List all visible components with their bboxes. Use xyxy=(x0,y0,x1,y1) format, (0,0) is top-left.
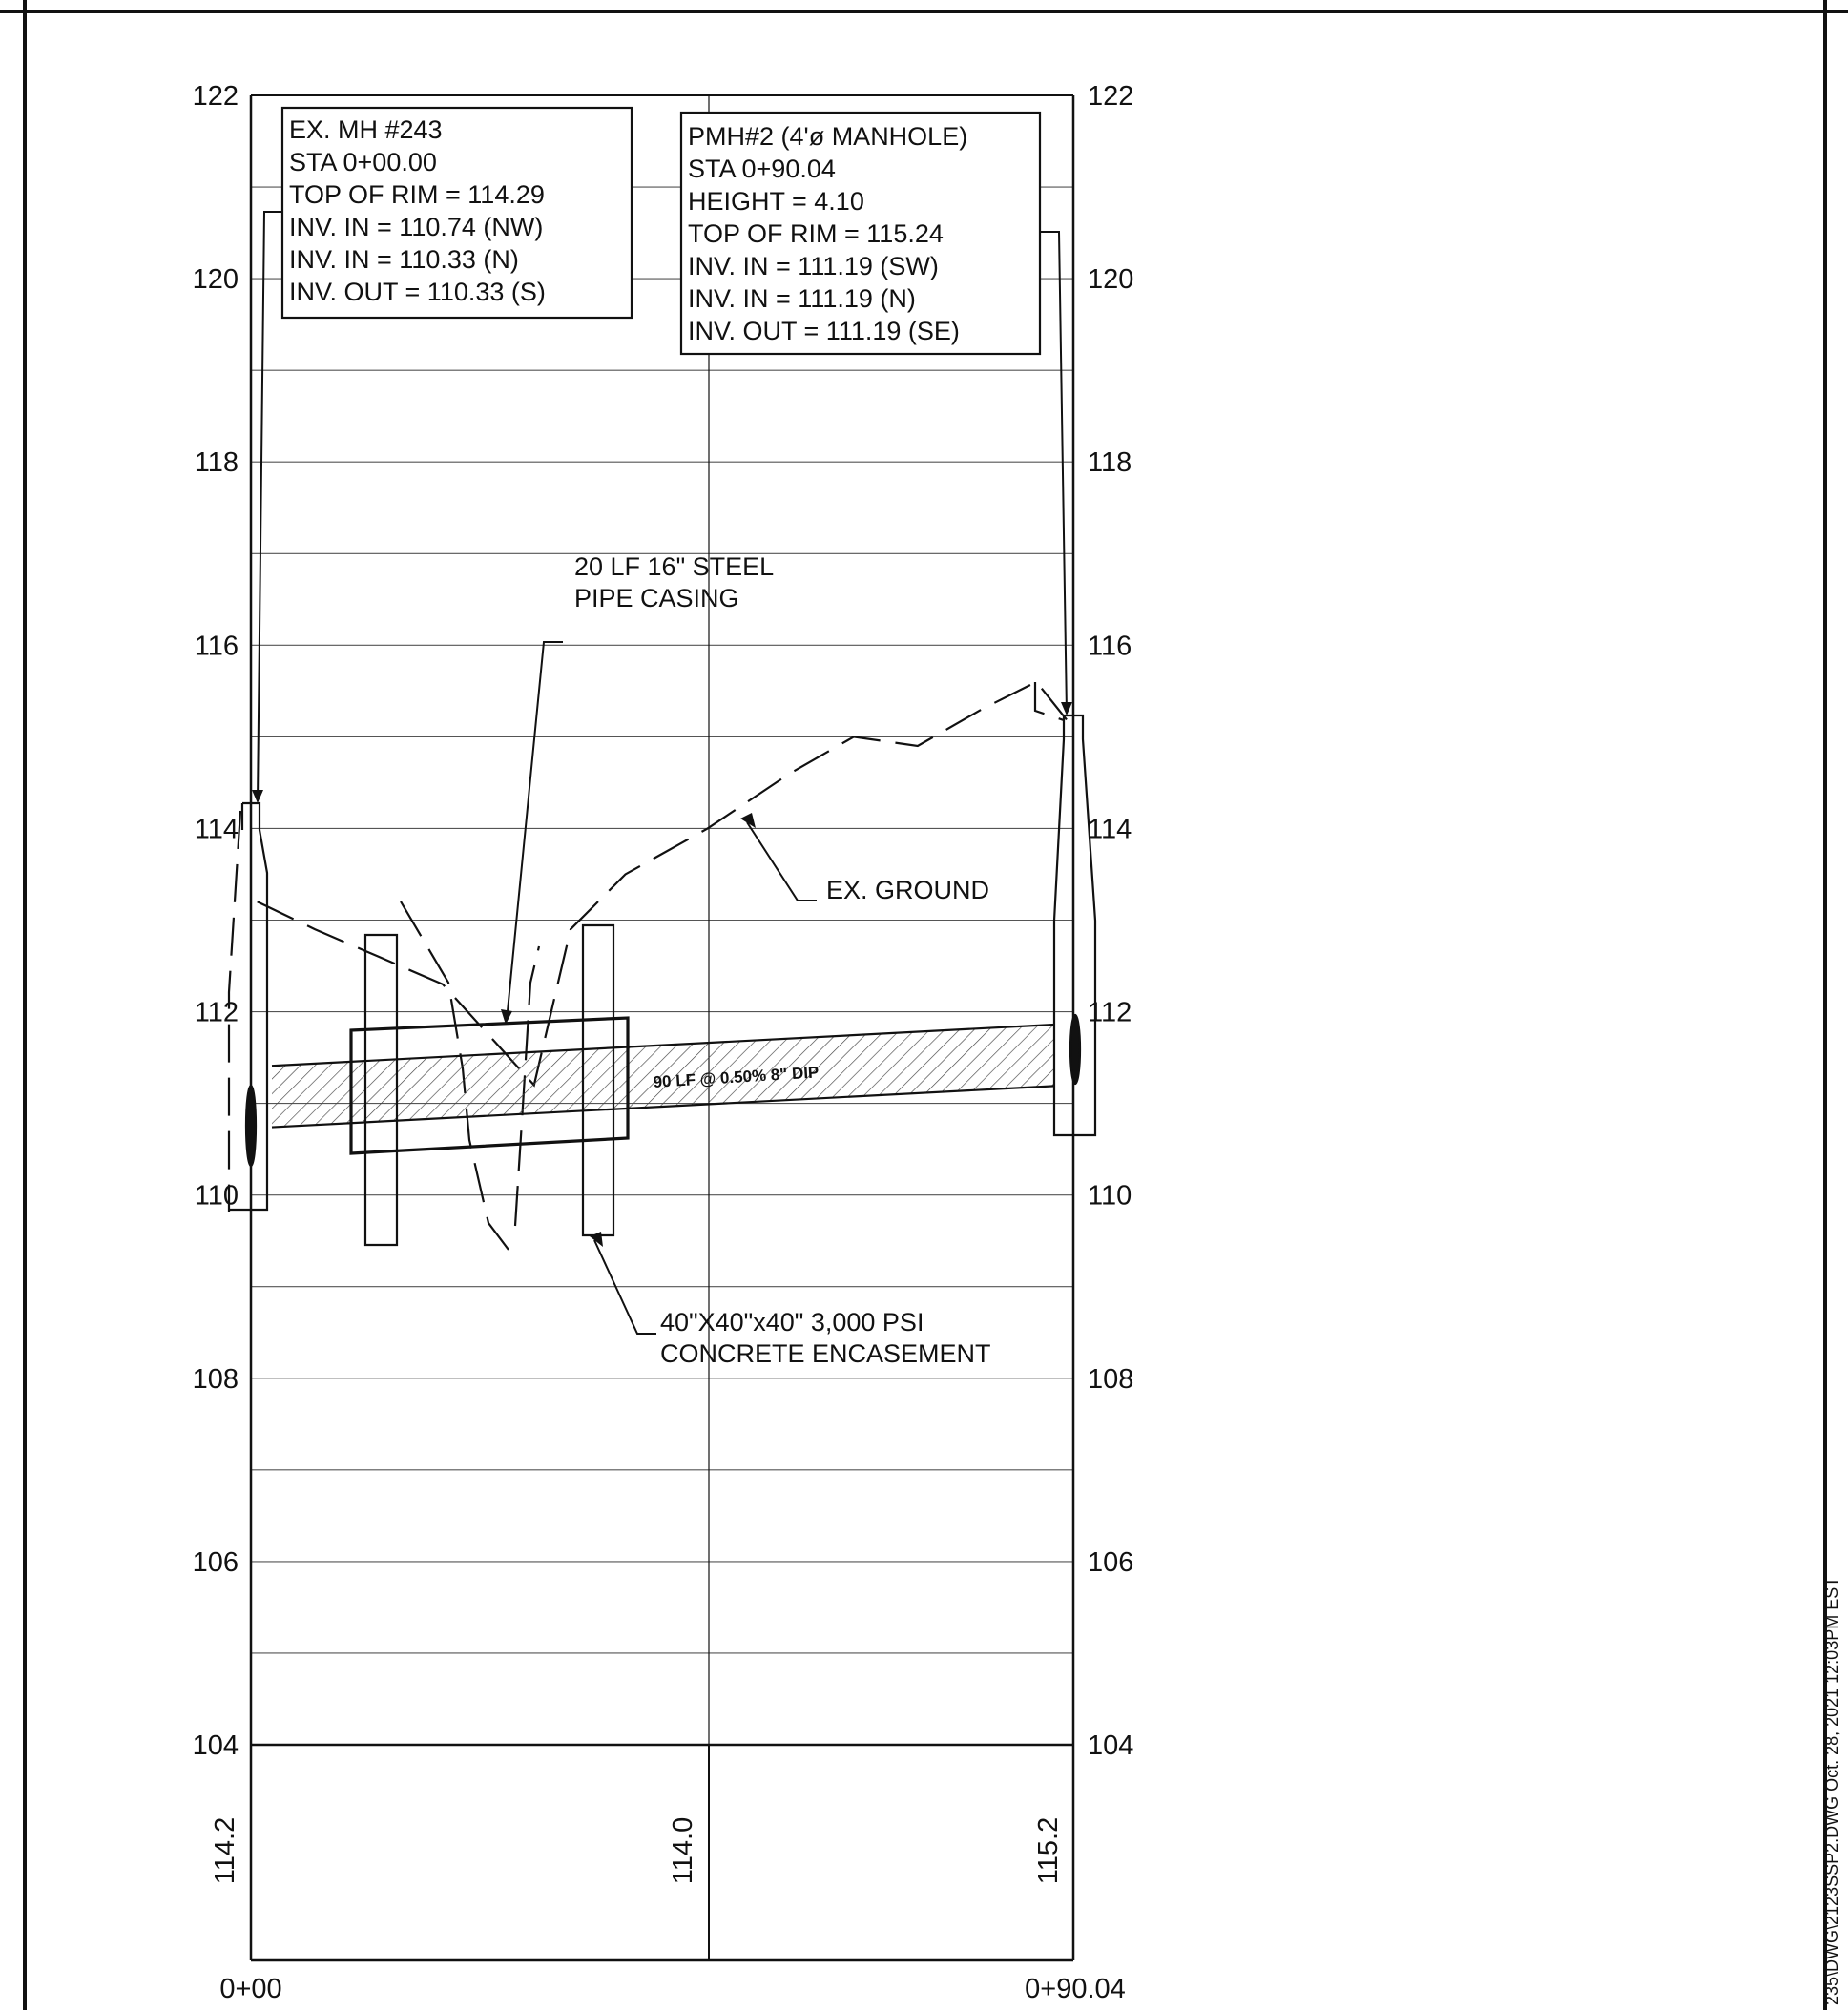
y-tick-label-right: 118 xyxy=(1088,447,1132,478)
pipe-8in-dip xyxy=(272,1025,1054,1128)
ground-elevation-label: 114.2 xyxy=(210,1817,240,1884)
ground-elevation-label: 114.0 xyxy=(668,1817,698,1884)
callout-pmh2-line: INV. IN = 111.19 (N) xyxy=(688,284,916,313)
y-tick-label-left: 106 xyxy=(193,1547,239,1578)
callout-ground-text: EX. GROUND xyxy=(826,876,989,904)
ground-elevation-labels: 114.2 114.0 115.2 xyxy=(210,1817,1064,1884)
y-tick-label-right: 104 xyxy=(1088,1730,1133,1761)
y-tick-label-right: 116 xyxy=(1088,631,1132,661)
callout-mh243-line: TOP OF RIM = 114.29 xyxy=(289,180,545,209)
leader-mh243 xyxy=(257,211,282,802)
callout-mh243-line: INV. IN = 110.74 (NW) xyxy=(289,213,543,241)
callout-pmh2-line: HEIGHT = 4.10 xyxy=(688,187,864,216)
callout-box-mh243 xyxy=(280,106,633,320)
leader-encasement xyxy=(593,1239,656,1335)
y-tick-label-left: 116 xyxy=(195,631,239,661)
ground-right-peak xyxy=(1033,682,1065,722)
ground-left-edge xyxy=(227,810,242,1212)
leader-ground-arrow xyxy=(740,813,756,828)
callout-pmh2-line: TOP OF RIM = 115.24 xyxy=(688,219,944,248)
y-tick-label-left: 104 xyxy=(193,1730,239,1761)
steel-pipe-casing xyxy=(349,1016,630,1155)
station-label-end: 0+90.04 xyxy=(1025,1974,1126,2004)
y-tick-label-right: 120 xyxy=(1088,264,1133,295)
y-tick-labels-left: 122 120 118 116 114 112 110 108 106 104 xyxy=(193,81,239,1761)
callout-casing-line: 20 LF 16" STEEL xyxy=(574,552,774,581)
leader-ground xyxy=(746,821,817,901)
callout-pmh2-line: INV. IN = 111.19 (SW) xyxy=(688,252,939,280)
ground-elevation-label: 115.2 xyxy=(1033,1817,1064,1884)
leader-pmh2-arrow xyxy=(1061,702,1072,715)
y-tick-label-left: 118 xyxy=(195,447,239,478)
ground-dip-left xyxy=(400,901,509,1251)
concrete-encasement-right xyxy=(581,923,615,1237)
pipe-crown-line xyxy=(271,1023,1055,1067)
concrete-encasement-left xyxy=(363,933,399,1247)
leader-casing-arrow xyxy=(501,1009,512,1025)
y-tick-label-left: 122 xyxy=(193,81,239,112)
callout-casing-text: 20 LF 16" STEEL PIPE CASING xyxy=(574,552,774,612)
callout-mh243-line: STA 0+00.00 xyxy=(289,148,437,176)
callout-casing-line: PIPE CASING xyxy=(574,584,739,612)
y-tick-label-left: 110 xyxy=(195,1181,239,1212)
leader-pmh2 xyxy=(1040,231,1068,715)
y-tick-label-left: 108 xyxy=(193,1364,239,1395)
callout-pmh2-text: PMH#2 (4'ø MANHOLE) STA 0+90.04 HEIGHT = 4… xyxy=(688,122,967,345)
leader-encasement-arrow xyxy=(590,1232,603,1247)
callout-box-pmh2 xyxy=(679,111,1042,356)
callout-mh243-text: EX. MH #243 STA 0+00.00 TOP OF RIM = 114.2… xyxy=(289,115,546,306)
y-tick-label-right: 110 xyxy=(1088,1181,1132,1212)
y-tick-label-right: 122 xyxy=(1088,81,1133,112)
callout-pmh2-line: STA 0+90.04 xyxy=(688,155,836,183)
y-tick-label-left: 114 xyxy=(195,814,239,844)
callout-encasement-line: CONCRETE ENCASEMENT xyxy=(660,1339,991,1368)
existing-ground-line xyxy=(257,680,1074,1088)
leader-casing xyxy=(506,641,563,1022)
callout-mh243-line: INV. OUT = 110.33 (S) xyxy=(289,278,546,306)
y-tick-label-right: 114 xyxy=(1088,814,1132,844)
y-tick-label-right: 108 xyxy=(1088,1364,1133,1395)
leader-mh243-arrow xyxy=(252,790,263,803)
proposed-manhole-pmh2 xyxy=(1052,714,1097,1137)
y-tick-label-left: 112 xyxy=(195,998,239,1028)
side-stamp: 235\DWG\2123SSP2.DWG Oct. 28, 2021 12:03… xyxy=(1822,1577,1841,2005)
elevation-grid xyxy=(251,186,1073,1654)
callout-encasement-line: 40"X40"x40" 3,000 PSI xyxy=(660,1308,924,1337)
y-tick-label-left: 120 xyxy=(193,264,239,295)
station-label-start: 0+00 xyxy=(219,1974,281,2004)
ground-dip-right xyxy=(513,945,541,1227)
callout-mh243-line: INV. IN = 110.33 (N) xyxy=(289,245,519,274)
callout-pmh2-line: INV. OUT = 111.19 (SE) xyxy=(688,317,960,345)
existing-manhole-243 xyxy=(229,801,269,1212)
y-tick-label-right: 106 xyxy=(1088,1547,1133,1578)
callout-mh243-line: EX. MH #243 xyxy=(289,115,443,144)
pipe-invert-line xyxy=(271,1085,1055,1129)
callout-pmh2-line: PMH#2 (4'ø MANHOLE) xyxy=(688,122,967,151)
